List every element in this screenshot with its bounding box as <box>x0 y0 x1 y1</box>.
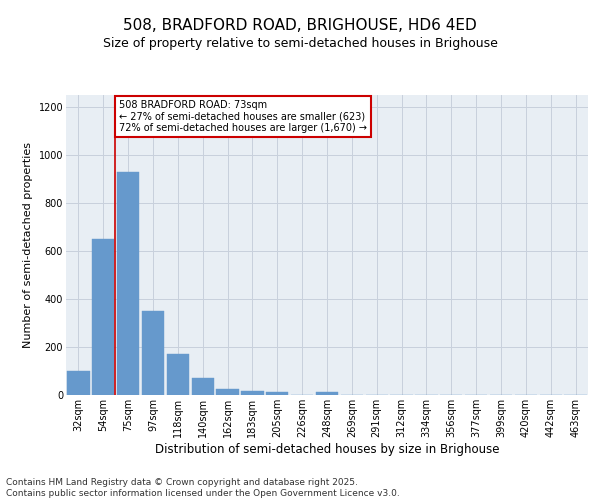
Bar <box>316 392 338 395</box>
Bar <box>217 389 239 395</box>
X-axis label: Distribution of semi-detached houses by size in Brighouse: Distribution of semi-detached houses by … <box>155 442 499 456</box>
Bar <box>266 392 289 395</box>
Bar <box>142 311 164 395</box>
Y-axis label: Number of semi-detached properties: Number of semi-detached properties <box>23 142 33 348</box>
Bar <box>241 392 263 395</box>
Bar <box>167 354 189 395</box>
Bar <box>67 371 89 395</box>
Text: 508, BRADFORD ROAD, BRIGHOUSE, HD6 4ED: 508, BRADFORD ROAD, BRIGHOUSE, HD6 4ED <box>123 18 477 32</box>
Bar <box>92 239 115 395</box>
Bar <box>117 172 139 395</box>
Text: Contains HM Land Registry data © Crown copyright and database right 2025.
Contai: Contains HM Land Registry data © Crown c… <box>6 478 400 498</box>
Text: Size of property relative to semi-detached houses in Brighouse: Size of property relative to semi-detach… <box>103 38 497 51</box>
Bar <box>191 378 214 395</box>
Text: 508 BRADFORD ROAD: 73sqm
← 27% of semi-detached houses are smaller (623)
72% of : 508 BRADFORD ROAD: 73sqm ← 27% of semi-d… <box>119 100 367 133</box>
